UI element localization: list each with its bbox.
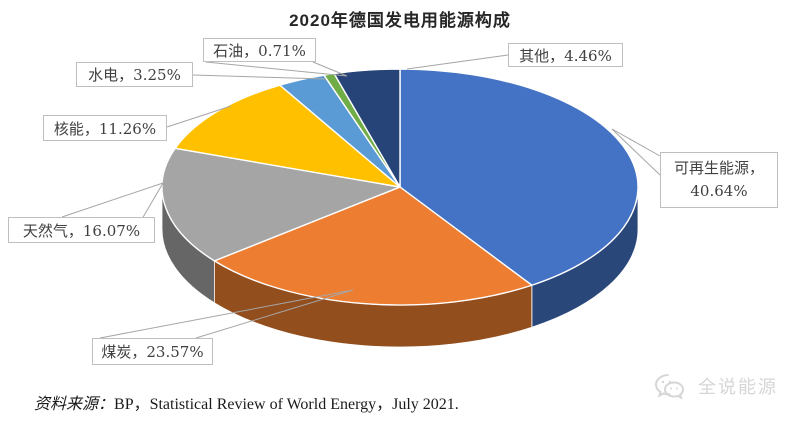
pie-slice-6 [333,68,401,188]
source-prefix: 资料来源： [34,396,115,413]
leader-line-1 [99,289,354,339]
pie-slice-3 [174,84,401,188]
data-label-line: 可再生能源， [673,158,764,177]
data-label-3: 核能，11.26% [43,115,167,141]
pie-slice-2 [161,147,401,262]
pie-slice-1 [213,186,533,306]
leader-line-2 [61,182,164,218]
data-label-0: 可再生能源， 40.64% [660,152,778,208]
data-label-5: 石油，0.71% [203,38,316,62]
leader-line-5 [205,61,348,77]
data-label-1: 煤炭，23.57% [92,338,213,365]
leader-line-0 [611,128,661,157]
leader-line-3 [166,105,232,128]
leader-line-6 [406,54,509,70]
leader-line-5 [312,61,348,77]
watermark-text: 全说能源 [698,377,778,397]
speech-bubbles-icon [654,374,685,400]
source-note: 资料来源：BP，Statistical Review of World Ener… [34,390,459,414]
data-label-line: 40.64% [690,182,748,200]
leader-line-0 [611,128,661,176]
data-label-2: 天然气，16.07% [8,217,155,243]
data-label-6: 其他，4.46% [508,43,623,67]
leader-line-2 [141,182,164,220]
leader-line-1 [195,289,354,339]
chart-title: 2020年德国发电用能源构成 [289,11,511,30]
leader-line-4 [192,74,327,80]
data-label-4: 水电，3.25% [76,62,193,87]
watermark: 全说能源 [652,372,778,400]
source-text: BP，Statistical Review of World Energy，Ju… [114,396,459,413]
